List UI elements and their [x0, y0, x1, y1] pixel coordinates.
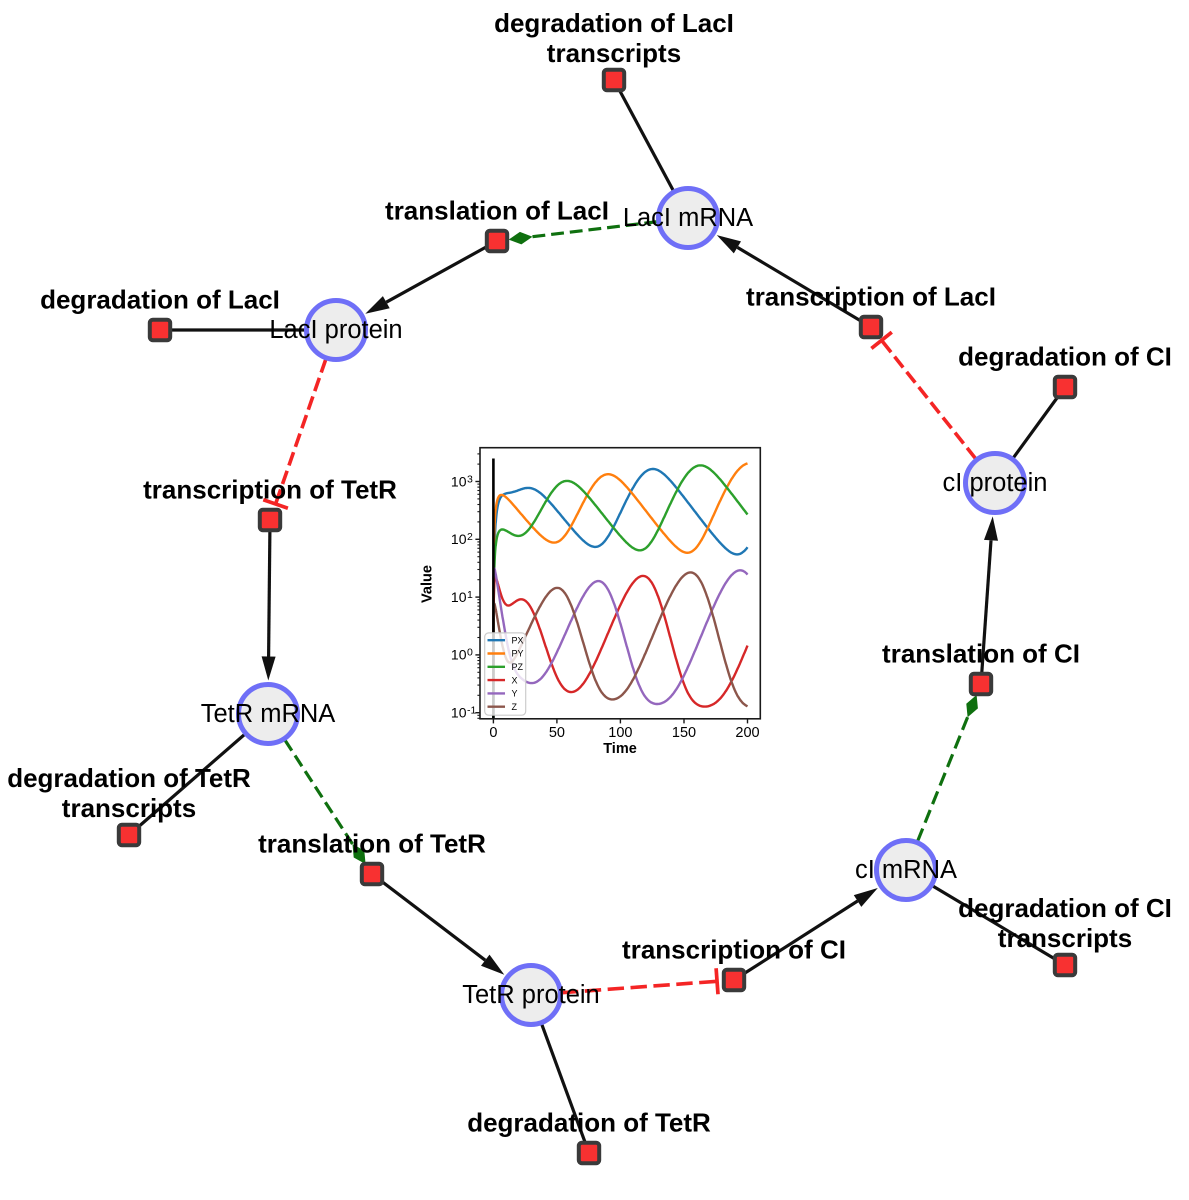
svg-text:150: 150 — [672, 725, 696, 741]
svg-text:10: 10 — [451, 705, 467, 721]
svg-text:1: 1 — [467, 589, 473, 601]
svg-text:Time: Time — [603, 741, 637, 757]
svg-text:10: 10 — [451, 647, 467, 663]
svg-text:translation of CI: translation of CI — [882, 639, 1080, 669]
svg-text:translation of LacI: translation of LacI — [385, 196, 609, 226]
svg-text:LacI protein: LacI protein — [269, 316, 402, 344]
svg-text:transcripts: transcripts — [547, 38, 681, 68]
svg-text:Y: Y — [512, 689, 518, 699]
svg-text:10: 10 — [451, 531, 467, 547]
svg-text:cI mRNA: cI mRNA — [855, 856, 957, 884]
svg-text:TetR protein: TetR protein — [462, 981, 600, 1009]
svg-text:translation of TetR: translation of TetR — [258, 829, 486, 859]
svg-text:degradation of LacI: degradation of LacI — [494, 8, 734, 38]
svg-text:Z: Z — [512, 702, 518, 712]
svg-text:PZ: PZ — [512, 662, 524, 672]
svg-text:transcripts: transcripts — [998, 923, 1132, 953]
svg-text:50: 50 — [549, 725, 565, 741]
svg-text:transcription of TetR: transcription of TetR — [143, 475, 397, 505]
svg-text:transcription of CI: transcription of CI — [622, 935, 846, 965]
svg-text:X: X — [512, 675, 518, 685]
svg-text:Value: Value — [420, 565, 436, 603]
svg-text:degradation of CI: degradation of CI — [958, 893, 1172, 923]
svg-text:2: 2 — [467, 531, 473, 543]
svg-text:0: 0 — [489, 725, 497, 741]
svg-text:TetR mRNA: TetR mRNA — [201, 700, 336, 728]
svg-text:10: 10 — [451, 473, 467, 489]
svg-text:degradation of CI: degradation of CI — [958, 342, 1172, 372]
svg-text:10: 10 — [451, 589, 467, 605]
svg-text:degradation of LacI: degradation of LacI — [40, 285, 280, 315]
svg-text:-1: -1 — [467, 705, 476, 717]
svg-text:200: 200 — [735, 725, 759, 741]
svg-text:0: 0 — [467, 647, 473, 659]
svg-text:cI protein: cI protein — [943, 469, 1048, 497]
svg-text:LacI mRNA: LacI mRNA — [623, 204, 753, 232]
svg-text:PX: PX — [512, 635, 524, 645]
svg-text:transcription of LacI: transcription of LacI — [746, 282, 996, 312]
svg-text:degradation of TetR: degradation of TetR — [7, 763, 251, 793]
svg-text:PY: PY — [512, 649, 524, 659]
svg-text:degradation of TetR: degradation of TetR — [467, 1108, 711, 1138]
svg-text:100: 100 — [608, 725, 632, 741]
svg-text:3: 3 — [467, 473, 473, 485]
svg-text:transcripts: transcripts — [62, 793, 196, 823]
